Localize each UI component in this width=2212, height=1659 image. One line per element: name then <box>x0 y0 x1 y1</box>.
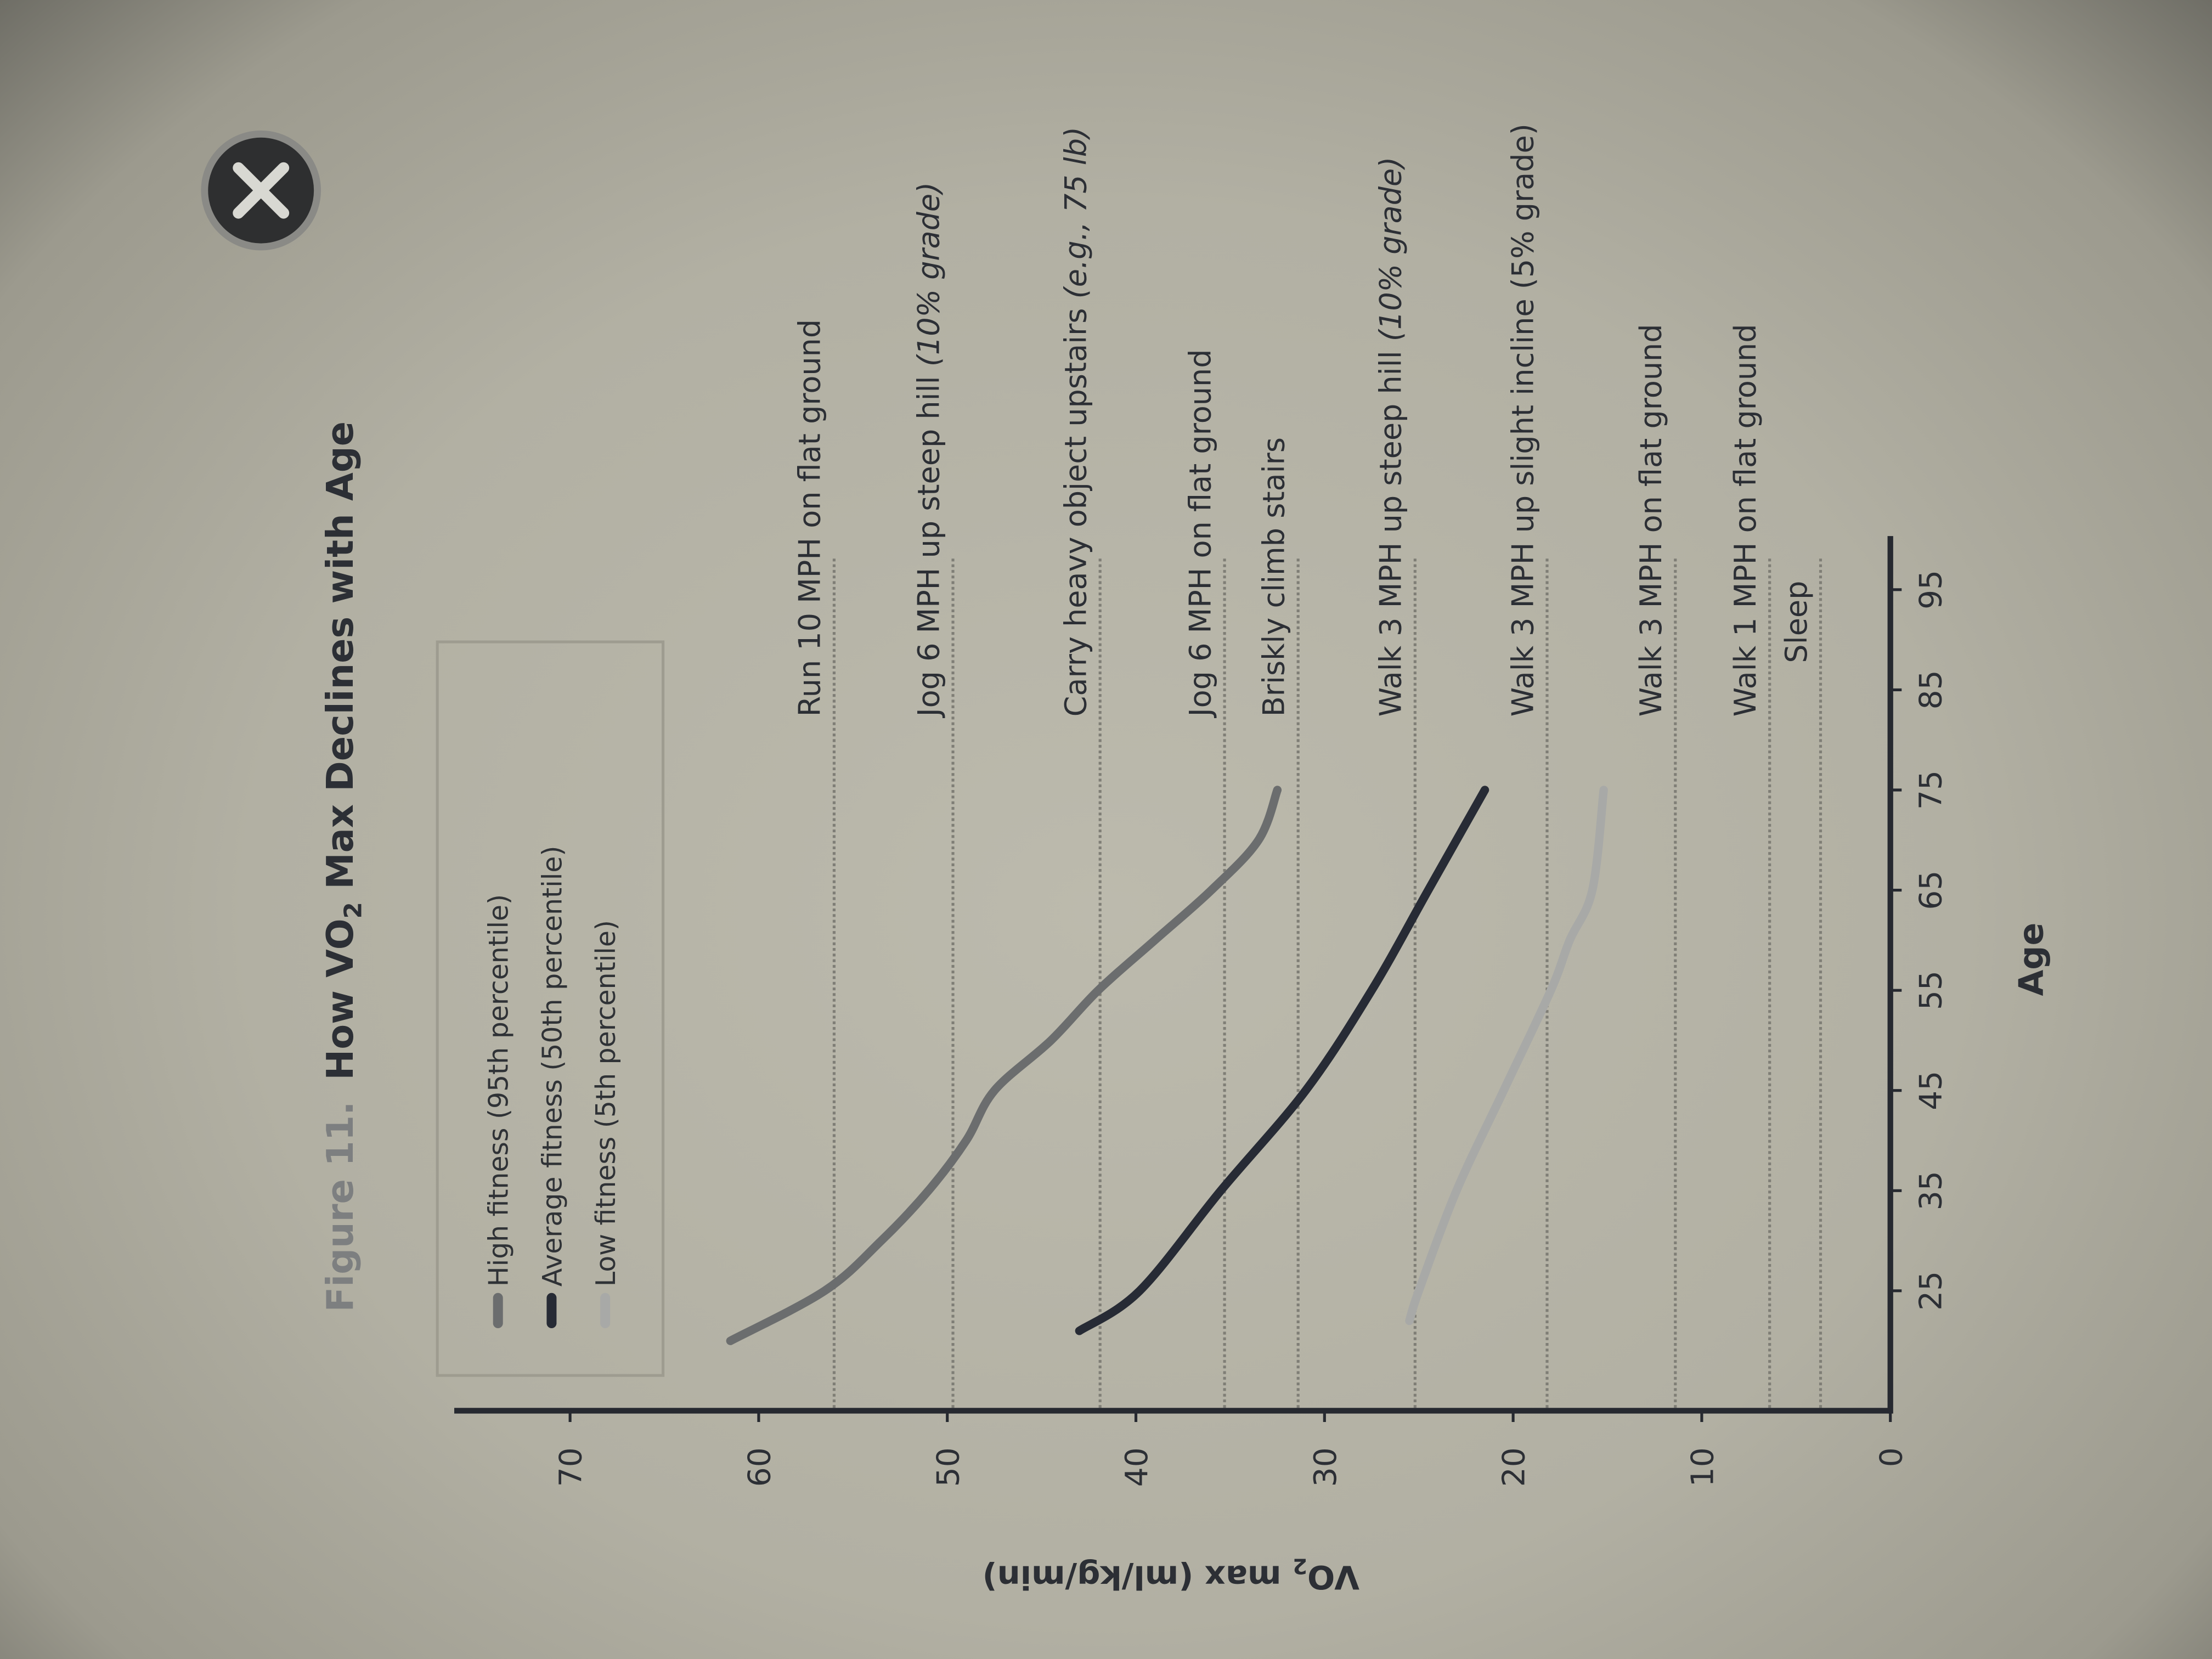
activity-name: Run 10 MPH on flat ground <box>793 319 827 716</box>
activity-label: Walk 1 MPH on flat ground <box>1728 324 1763 716</box>
activity-name: Walk 3 MPH up steep hill <box>1374 341 1408 716</box>
legend-label: Average fitness (50th percentile) <box>537 846 568 1287</box>
activity-name: Walk 3 MPH on flat ground <box>1634 324 1668 716</box>
activity-name: Carry heavy object upstairs <box>1058 298 1093 716</box>
legend-box <box>436 640 665 1377</box>
activity-label: Briskly climb stairs <box>1256 437 1291 716</box>
figure-label: Figure 11. <box>319 1101 362 1312</box>
y-tick-label: 70 <box>553 1447 589 1487</box>
activity-label: Sleep <box>1779 581 1814 663</box>
activity-note: (e.g., 75 lb) <box>1058 127 1093 298</box>
x-tick-label: 85 <box>1912 670 1949 709</box>
y-axis-label-text: VO <box>1307 1558 1359 1596</box>
activity-label: Carry heavy object upstairs (e.g., 75 lb… <box>1058 127 1093 716</box>
activity-name: Jog 6 MPH up steep hill <box>911 366 946 718</box>
activity-label: Walk 3 MPH up steep hill (10% grade) <box>1374 157 1408 717</box>
x-axis-label: Age <box>2011 923 2051 996</box>
activity-name: Jog 6 MPH on flat ground <box>1183 349 1217 719</box>
series-line-1 <box>1075 786 1489 1335</box>
activity-label: Walk 3 MPH on flat ground <box>1634 324 1668 716</box>
x-tick-label: 55 <box>1912 970 1949 1010</box>
legend-label: High fitness (95th percentile) <box>483 894 515 1286</box>
legend-label: Low fitness (5th percentile) <box>590 920 622 1286</box>
title-subscript: 2 <box>339 902 367 918</box>
y-tick-label: 40 <box>1119 1447 1155 1487</box>
close-x-icon[interactable] <box>233 162 290 219</box>
x-tick-label: 65 <box>1912 871 1949 910</box>
activity-note: (10% grade) <box>1374 157 1408 341</box>
y-axis-label-subscript: 2 <box>1293 1553 1307 1578</box>
title-text-end: Max Declines with Age <box>319 421 362 902</box>
y-tick-label: 50 <box>930 1447 966 1487</box>
activity-label: Jog 6 MPH on flat ground <box>1183 349 1217 719</box>
legend: High fitness (95th percentile) Average fi… <box>483 846 622 1328</box>
x-tick-label: 35 <box>1912 1171 1949 1210</box>
x-tick-label: 45 <box>1912 1071 1949 1110</box>
series-lines <box>726 786 1608 1345</box>
y-tick-label: 20 <box>1496 1447 1532 1487</box>
series-line-0 <box>726 786 1282 1345</box>
y-axis-label-unit: max (ml/kg/min) <box>983 1558 1293 1596</box>
y-tick-label: 60 <box>741 1447 777 1487</box>
figure-title: Figure 11. How VO2 Max Declines with Age <box>319 421 367 1312</box>
activity-note: (10% grade) <box>911 182 946 366</box>
x-tick-label: 75 <box>1912 770 1949 810</box>
axes: 0 10 20 30 40 50 60 70 25 35 45 55 65 75 85 95 <box>454 536 1949 1487</box>
series-line-2 <box>1405 786 1608 1325</box>
y-tick-label: 10 <box>1684 1447 1720 1487</box>
x-tick-label: 25 <box>1912 1271 1949 1311</box>
close-button[interactable] <box>201 130 321 251</box>
title-text: How VO <box>319 918 362 1080</box>
activity-label: Run 10 MPH on flat ground <box>793 319 827 716</box>
y-tick-label: 30 <box>1307 1447 1344 1487</box>
activity-name: Sleep <box>1779 581 1814 663</box>
activity-label: Jog 6 MPH up steep hill (10% grade) <box>911 182 946 719</box>
activity-reference-lines: Run 10 MPH on flat ground Jog 6 MPH up st… <box>793 123 1822 1408</box>
activity-label: Walk 3 MPH up slight incline (5% grade) <box>1505 123 1540 716</box>
activity-name: Briskly climb stairs <box>1256 437 1291 716</box>
x-tick-label: 95 <box>1912 570 1949 610</box>
activity-name: Walk 3 MPH up slight incline (5% grade) <box>1505 123 1540 716</box>
y-tick-label: 0 <box>1873 1447 1909 1467</box>
y-axis-label: VO2 max (ml/kg/min) <box>983 1553 1359 1596</box>
activity-name: Walk 1 MPH on flat ground <box>1728 324 1763 716</box>
